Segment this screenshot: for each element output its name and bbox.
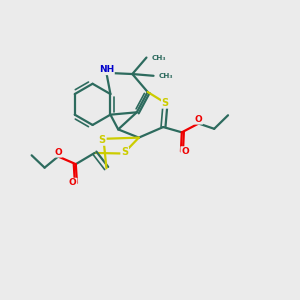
Text: S: S [99,135,106,145]
Text: O: O [54,148,62,157]
Text: S: S [121,147,128,158]
Text: O: O [181,147,189,156]
Text: S: S [162,98,169,108]
Text: O: O [195,115,203,124]
Text: CH₃: CH₃ [159,73,173,79]
Text: O: O [69,178,77,188]
Text: CH₃: CH₃ [152,55,166,61]
Text: NH: NH [99,65,114,74]
